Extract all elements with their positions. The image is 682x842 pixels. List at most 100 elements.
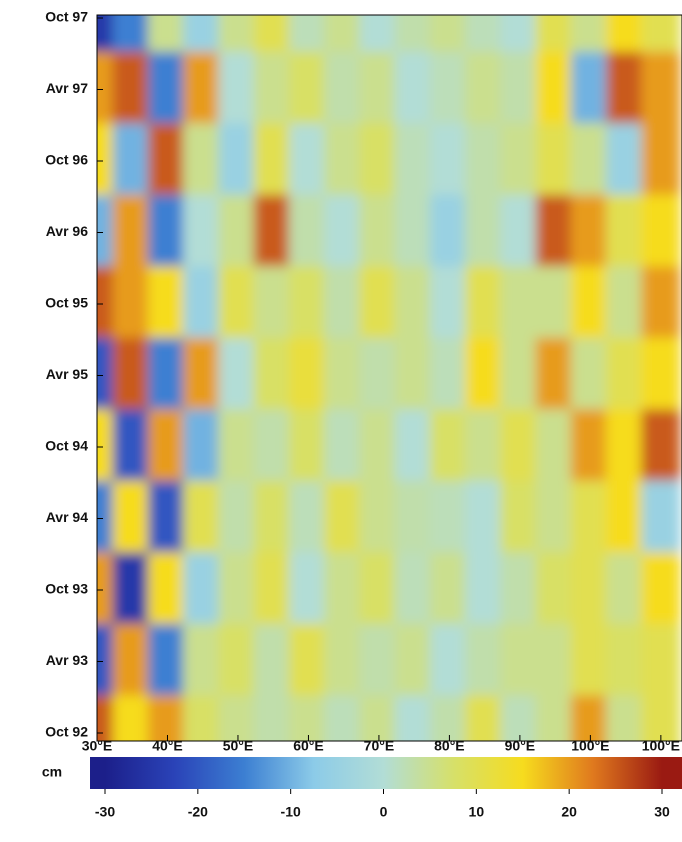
cell: [359, 51, 399, 128]
cell: [500, 623, 540, 700]
cell: [147, 623, 188, 700]
cell: [535, 409, 575, 485]
cell: [465, 623, 505, 700]
cell: [97, 480, 117, 557]
cell: [605, 266, 646, 342]
cell: [394, 409, 434, 485]
cell: [253, 409, 293, 485]
cell: [253, 480, 293, 557]
cell: [535, 695, 575, 741]
cell: [535, 51, 575, 128]
cell: [605, 695, 646, 741]
colorbar-tick-label: -30: [95, 804, 115, 820]
cell: [465, 123, 505, 199]
cell: [147, 695, 188, 741]
cell: [324, 695, 364, 741]
y-tick-label: Avr 94: [46, 509, 89, 525]
cell: [429, 15, 470, 56]
cell: [112, 123, 152, 199]
cell: [641, 51, 681, 128]
cell: [535, 123, 575, 199]
cell: [218, 337, 258, 414]
y-tick-label: Oct 93: [45, 581, 88, 597]
cell: [359, 623, 399, 700]
cell: [605, 194, 646, 271]
cell: [605, 15, 646, 56]
cell: [465, 480, 505, 557]
colorbar-tick-label: 30: [654, 804, 670, 820]
cell: [97, 123, 117, 199]
y-tick-label: Oct 96: [45, 152, 88, 168]
cell: [324, 552, 364, 628]
cell: [183, 552, 223, 628]
cell: [570, 51, 610, 128]
cell: [500, 409, 540, 485]
cell: [147, 15, 188, 56]
cell: [324, 480, 364, 557]
cell: [324, 51, 364, 128]
cell: [429, 123, 470, 199]
cell: [112, 552, 152, 628]
cell: [218, 266, 258, 342]
cell: [324, 337, 364, 414]
cell: [147, 123, 188, 199]
cell: [112, 409, 152, 485]
cell: [535, 552, 575, 628]
cell: [324, 194, 364, 271]
cell: [394, 480, 434, 557]
cell: [97, 15, 117, 56]
cell: [605, 409, 646, 485]
cell: [429, 695, 470, 741]
cell: [429, 480, 470, 557]
cell: [253, 51, 293, 128]
cell: [641, 552, 681, 628]
cell: [183, 409, 223, 485]
cell: [253, 15, 293, 56]
x-tick-label: 80°E: [434, 738, 465, 754]
y-tick-label: Avr 97: [46, 80, 89, 96]
colorbar: [90, 757, 682, 789]
cell: [570, 15, 610, 56]
cell: [288, 623, 329, 700]
x-tick-label: 60°E: [293, 738, 324, 754]
cell: [253, 123, 293, 199]
y-tick-label: Avr 95: [46, 366, 89, 382]
cell: [394, 15, 434, 56]
cell: [183, 623, 223, 700]
cell: [570, 480, 610, 557]
cell: [253, 695, 293, 741]
cell: [429, 51, 470, 128]
cell: [359, 266, 399, 342]
cell: [641, 695, 681, 741]
cell: [570, 552, 610, 628]
y-tick-label: Avr 96: [46, 223, 89, 239]
cell: [253, 623, 293, 700]
cell: [359, 409, 399, 485]
cell: [253, 194, 293, 271]
cell: [324, 623, 364, 700]
x-tick-label: 70°E: [364, 738, 395, 754]
cell: [324, 266, 364, 342]
cell: [324, 409, 364, 485]
cell: [147, 480, 188, 557]
cell: [535, 480, 575, 557]
cell: [465, 51, 505, 128]
cell: [359, 695, 399, 741]
cell: [605, 480, 646, 557]
cell: [394, 51, 434, 128]
cell: [465, 695, 505, 741]
cell: [112, 337, 152, 414]
colorbar-tick-label: 10: [469, 804, 485, 820]
cell: [465, 266, 505, 342]
cell: [288, 337, 329, 414]
cell: [641, 337, 681, 414]
cell: [605, 51, 646, 128]
cell: [394, 552, 434, 628]
cell: [535, 194, 575, 271]
cell: [359, 15, 399, 56]
cell: [429, 552, 470, 628]
cell: [570, 623, 610, 700]
cell: [570, 266, 610, 342]
cell: [324, 15, 364, 56]
cell: [97, 266, 117, 342]
